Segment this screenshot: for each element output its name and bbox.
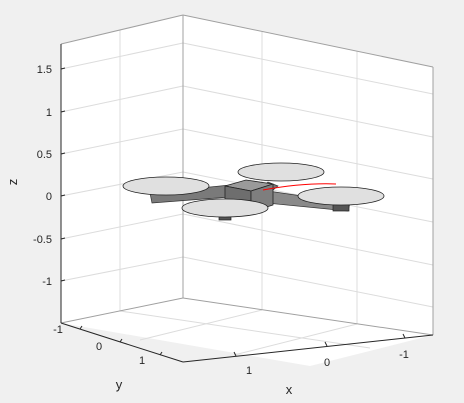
grid-line	[60, 42, 184, 70]
y-tick-label: 1	[139, 355, 145, 367]
z-tick-label: 0	[46, 191, 52, 203]
z-tick-mark	[60, 152, 66, 155]
z-tick-mark	[60, 237, 66, 240]
box-edge	[182, 14, 434, 68]
z-tick-label: -1	[42, 276, 52, 288]
grid-line	[182, 213, 434, 266]
axis-lines	[60, 44, 434, 363]
grid-line	[60, 85, 184, 113]
box-edge	[182, 297, 434, 336]
z-tick-label: 1	[46, 107, 52, 119]
rotor-disk	[237, 162, 325, 182]
y-tick-label: 0	[96, 341, 102, 353]
left-back-wall	[61, 15, 183, 323]
rotor-disk	[122, 176, 210, 196]
grid-line	[60, 128, 184, 155]
y-tick-label: -1	[53, 324, 63, 336]
z-tick-mark	[60, 67, 66, 70]
grid-line	[182, 85, 434, 138]
z-tick-labels: 1.5 1 0.5 0 -0.5 -1	[33, 64, 52, 288]
x-tick-mark	[402, 333, 406, 339]
z-tick-label: -0.5	[33, 234, 52, 246]
rotor-disk	[297, 186, 385, 206]
y-tick-mark	[79, 325, 83, 330]
box-edge	[60, 14, 184, 45]
grid-line	[182, 42, 434, 95]
grid-line	[139, 309, 263, 341]
y-tick-mark	[119, 338, 123, 343]
trajectory-line	[262, 183, 337, 191]
y-tick-mark	[159, 351, 163, 356]
y-tick-labels: -1 0 1	[53, 324, 145, 367]
x-tick-label: 1	[246, 365, 252, 377]
z-tick-mark	[60, 279, 66, 282]
grid-line	[182, 128, 434, 180]
tick-marks	[60, 67, 406, 357]
x-axis-line	[182, 334, 434, 363]
x-axis-label: x	[286, 382, 293, 397]
x-tick-label: -1	[399, 349, 409, 361]
x-tick-mark	[324, 341, 328, 347]
grid-line	[60, 256, 184, 282]
axes-box-back-edges	[60, 14, 434, 336]
grid-line	[60, 213, 184, 240]
grid-line	[182, 256, 434, 308]
x-tick-mark	[233, 351, 237, 357]
grid-line	[60, 171, 184, 197]
box-edge	[60, 297, 184, 324]
x-tick-labels: 1 0 -1	[246, 349, 409, 377]
rotor-disk	[181, 198, 269, 218]
z-tick-label: 0.5	[37, 149, 52, 161]
y-axis-label: y	[116, 377, 123, 392]
z-tick-mark	[60, 194, 66, 197]
z-tick-mark	[60, 110, 66, 113]
quadrotor	[122, 162, 385, 221]
z-axis-label: z	[5, 179, 20, 186]
z-tick-label: 1.5	[37, 64, 52, 76]
grid-line	[119, 310, 371, 349]
y-axis-line	[60, 322, 184, 363]
floor-pane	[61, 298, 433, 366]
x-tick-label: 0	[324, 357, 330, 369]
grid-line	[233, 323, 358, 356]
